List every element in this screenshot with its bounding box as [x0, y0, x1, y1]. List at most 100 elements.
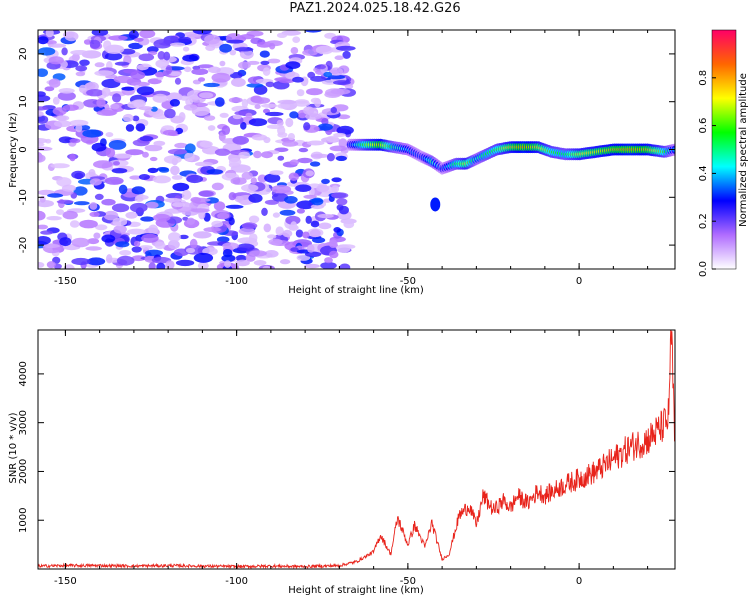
heatmap-cell	[203, 227, 221, 233]
heatmap-cell	[305, 215, 312, 224]
snr-x-tick-label: -100	[225, 576, 248, 587]
heatmap-cell	[199, 140, 213, 148]
heatmap-cell	[293, 100, 311, 107]
heatmap-cell	[279, 209, 296, 216]
heatmap-cell	[168, 71, 182, 76]
heatmap-cell	[267, 58, 281, 64]
heatmap-cell	[138, 53, 155, 62]
heatmap-cell	[151, 256, 172, 264]
heatmap-cell	[113, 161, 120, 166]
heatmap-cell	[38, 68, 48, 77]
heatmap-cell	[108, 140, 127, 150]
heatmap-cell	[285, 215, 301, 225]
heatmap-cell	[238, 227, 256, 235]
spectrogram-y-tick-label: 0	[18, 146, 29, 152]
heatmap-cell	[230, 177, 247, 185]
heatmap-cell	[290, 47, 299, 55]
heatmap-cell	[344, 84, 354, 89]
heatmap-cell	[262, 67, 271, 76]
heatmap-cell	[73, 201, 90, 206]
heatmap-cell	[38, 111, 44, 117]
heatmap-cell	[289, 159, 300, 165]
heatmap-cell	[184, 143, 196, 154]
heatmap-cell	[328, 250, 339, 259]
heatmap-cell	[239, 34, 255, 40]
heatmap-cell	[263, 108, 270, 114]
heatmap-cell	[42, 244, 61, 248]
spectrogram-y-tick-label: 10	[18, 95, 29, 108]
heatmap-cell	[245, 112, 253, 119]
heatmap-cell	[44, 86, 55, 92]
heatmap-cell	[307, 71, 316, 79]
heatmap-cell	[234, 47, 254, 52]
heatmap-cell	[85, 246, 102, 251]
heatmap-cell	[133, 99, 146, 108]
heatmap-cell	[182, 216, 189, 221]
heatmap-cell	[46, 261, 56, 269]
heatmap-cell	[112, 153, 132, 159]
heatmap-cell	[342, 50, 351, 59]
heatmap-cell	[198, 190, 214, 197]
heatmap-cell	[312, 237, 326, 244]
heatmap-cell	[262, 265, 271, 269]
heatmap-cell	[38, 146, 53, 151]
heatmap-cell	[272, 212, 280, 218]
heatmap-cell	[94, 193, 104, 200]
heatmap-cell	[182, 46, 190, 52]
heatmap-cell	[190, 208, 210, 213]
heatmap-cell	[118, 184, 128, 195]
colorbar-tick-label: 0.4	[698, 165, 709, 181]
heatmap-cell	[211, 72, 231, 83]
heatmap-cell	[156, 262, 166, 269]
heatmap-cell	[170, 42, 186, 47]
heatmap-cell	[259, 50, 270, 58]
heatmap-cell	[48, 78, 61, 88]
heatmap-cell	[288, 172, 299, 181]
heatmap-cell	[71, 257, 91, 266]
heatmap-cell	[178, 36, 192, 43]
heatmap-cell	[89, 202, 98, 210]
heatmap-cell	[222, 242, 239, 250]
heatmap-cell	[305, 170, 315, 177]
spectrogram-y-tick-label: -20	[18, 237, 29, 253]
heatmap-cell	[71, 170, 86, 179]
heatmap-cell	[106, 254, 113, 264]
heatmap-cell	[162, 129, 178, 136]
heatmap-cell	[261, 207, 268, 216]
heatmap-cell	[94, 70, 114, 77]
heatmap-cell	[167, 208, 178, 214]
heatmap-cell	[296, 89, 305, 97]
heatmap-cell	[225, 204, 244, 209]
heatmap-cell	[142, 151, 149, 158]
heatmap-cell	[203, 82, 220, 88]
heatmap-cell	[148, 224, 159, 235]
heatmap-cell	[309, 161, 321, 167]
heatmap-cell	[79, 59, 90, 66]
heatmap-cell	[240, 200, 250, 206]
heatmap-cell	[203, 115, 216, 121]
heatmap-cell	[145, 249, 163, 257]
heatmap-cell	[101, 87, 111, 97]
heatmap-cell	[253, 260, 267, 266]
heatmap-cell	[271, 184, 292, 194]
heatmap-cell	[226, 39, 244, 44]
heatmap-cell	[265, 81, 275, 88]
heatmap-cell	[50, 163, 70, 169]
heatmap-cell	[228, 97, 243, 103]
heatmap-cell	[333, 80, 351, 86]
heatmap-cell	[238, 61, 251, 69]
heatmap-cell	[204, 34, 221, 45]
heatmap-cell	[241, 222, 258, 230]
heatmap-cell	[343, 220, 355, 229]
heatmap-cell	[310, 97, 320, 104]
heatmap-cell	[277, 132, 288, 138]
spectrogram-y-tick-label: 20	[18, 48, 29, 61]
heatmap-cell	[122, 113, 134, 122]
heatmap-cell	[219, 112, 229, 118]
heatmap-cell	[269, 170, 284, 176]
snr-frame	[37, 329, 676, 570]
heatmap-cell	[63, 264, 75, 269]
heatmap-cell	[89, 178, 102, 186]
heatmap-cell	[135, 123, 146, 132]
snr-x-tick-label: -150	[54, 576, 77, 587]
